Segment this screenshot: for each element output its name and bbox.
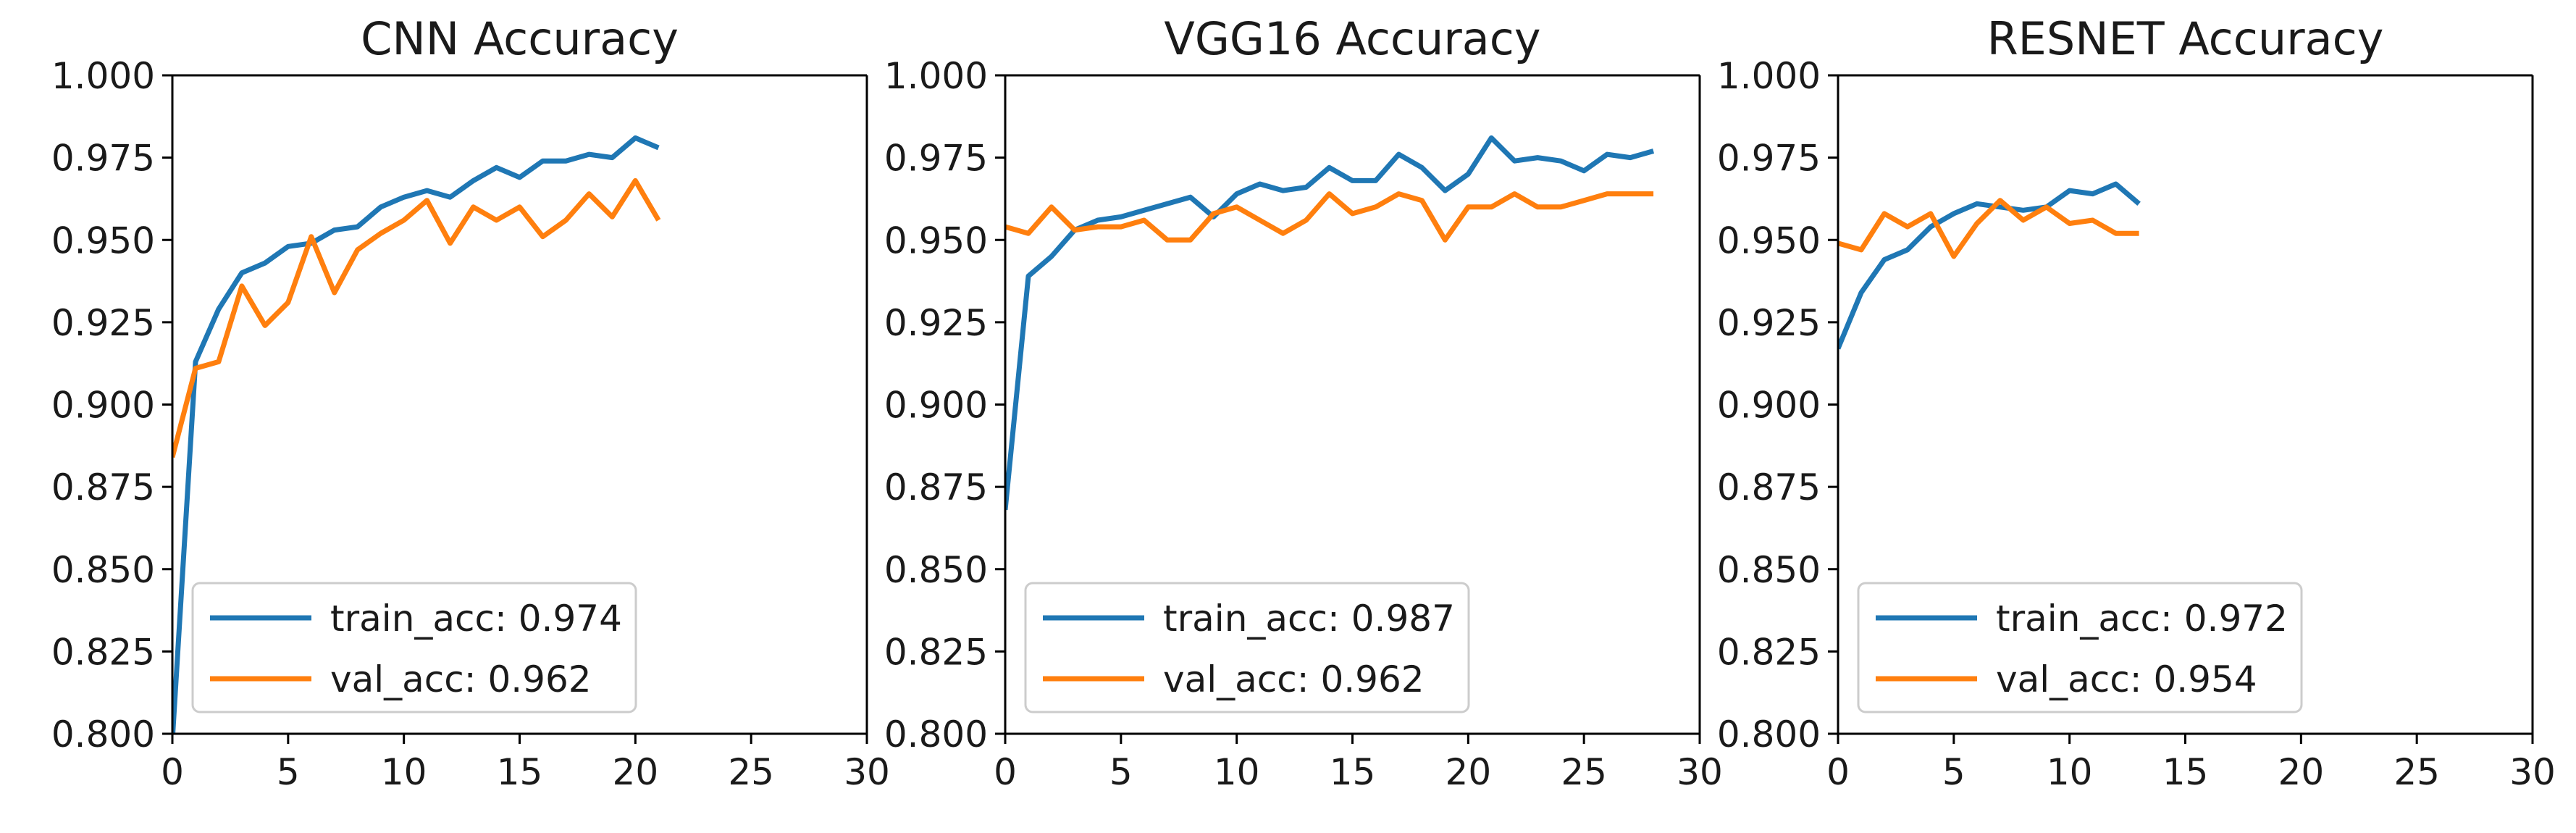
legend-label-train: train_acc: 0.974 [330, 598, 622, 640]
x-tick-label: 15 [497, 751, 543, 793]
x-tick-label: 0 [1826, 751, 1850, 793]
y-tick-label: 0.900 [1717, 385, 1821, 427]
legend-label-val: val_acc: 0.962 [330, 658, 592, 700]
series-line-val [1005, 191, 1654, 243]
x-tick-label: 0 [994, 751, 1017, 793]
y-tick-label: 0.825 [1717, 631, 1821, 673]
y-tick-label: 0.875 [51, 466, 155, 508]
y-tick-label: 1.000 [51, 55, 155, 97]
y-tick-label: 0.800 [51, 713, 155, 755]
x-tick-label: 10 [1214, 751, 1260, 793]
chart-panel-1: CNN Accuracy 0.800 0.825 0.850 0.875 0.900 0.9… [51, 12, 890, 793]
x-tick-label: 30 [844, 751, 890, 793]
y-tick-label: 0.800 [1717, 713, 1821, 755]
series-line-val [172, 177, 661, 459]
y-tick-label: 0.850 [51, 549, 155, 591]
legend: train_acc: 0.974 val_acc: 0.962 [191, 582, 637, 713]
y-tick-label: 1.000 [1717, 55, 1821, 97]
x-tick-label: 10 [2047, 751, 2093, 793]
chart-panel-3: RESNET Accuracy 0.800 0.825 0.850 0.875 0.900… [1717, 12, 2556, 793]
x-tick-label: 5 [277, 751, 300, 793]
y-tick-label: 0.975 [51, 138, 155, 180]
y-tick-label: 0.925 [884, 302, 988, 344]
y-tick-label: 0.850 [884, 549, 988, 591]
y-tick-label: 0.900 [884, 385, 988, 427]
y-tick-label: 0.925 [51, 302, 155, 344]
y-tick-label: 0.950 [884, 219, 988, 261]
y-tick-label: 0.875 [1717, 466, 1821, 508]
x-tick-label: 0 [161, 751, 184, 793]
x-tick-label: 10 [381, 751, 427, 793]
x-tick-label: 20 [2278, 751, 2325, 793]
legend-label-val: val_acc: 0.962 [1163, 658, 1425, 700]
x-tick-label: 30 [1677, 751, 1723, 793]
legend-label-val: val_acc: 0.954 [1996, 658, 2257, 700]
y-tick-label: 0.950 [51, 219, 155, 261]
x-tick-label: 5 [1109, 751, 1133, 793]
series-line-train [1005, 135, 1655, 511]
chart-title: CNN Accuracy [361, 12, 679, 65]
series-line-val [1838, 198, 2139, 259]
x-tick-label: 30 [2509, 751, 2556, 793]
series-line-train [172, 135, 660, 734]
y-tick-label: 0.950 [1717, 219, 1821, 261]
legend-label-train: train_acc: 0.972 [1996, 598, 2288, 640]
x-tick-label: 20 [1446, 751, 1492, 793]
y-tick-label: 0.825 [51, 631, 155, 673]
y-tick-label: 0.850 [1717, 549, 1821, 591]
legend-label-train: train_acc: 0.987 [1163, 598, 1455, 640]
chart-panel-2: VGG16 Accuracy 0.800 0.825 0.850 0.875 0.900 0… [884, 12, 1723, 793]
y-tick-label: 0.900 [51, 385, 155, 427]
y-tick-label: 0.875 [884, 466, 988, 508]
series-line-train [1838, 181, 2141, 350]
legend: train_acc: 0.972 val_acc: 0.954 [1857, 582, 2303, 713]
x-tick-label: 25 [1561, 751, 1607, 793]
x-tick-label: 25 [728, 751, 774, 793]
x-tick-label: 15 [2162, 751, 2209, 793]
x-tick-label: 25 [2394, 751, 2440, 793]
y-tick-label: 0.800 [884, 713, 988, 755]
x-tick-label: 15 [1330, 751, 1376, 793]
y-tick-label: 0.975 [1717, 138, 1821, 180]
y-tick-label: 1.000 [884, 55, 988, 97]
chart-title: RESNET Accuracy [1987, 12, 2384, 65]
x-tick-label: 5 [1942, 751, 1965, 793]
chart-title: VGG16 Accuracy [1164, 12, 1540, 65]
legend: train_acc: 0.987 val_acc: 0.962 [1024, 582, 1470, 713]
y-tick-label: 0.825 [884, 631, 988, 673]
y-tick-label: 0.975 [884, 138, 988, 180]
x-tick-label: 20 [613, 751, 659, 793]
y-tick-label: 0.925 [1717, 302, 1821, 344]
